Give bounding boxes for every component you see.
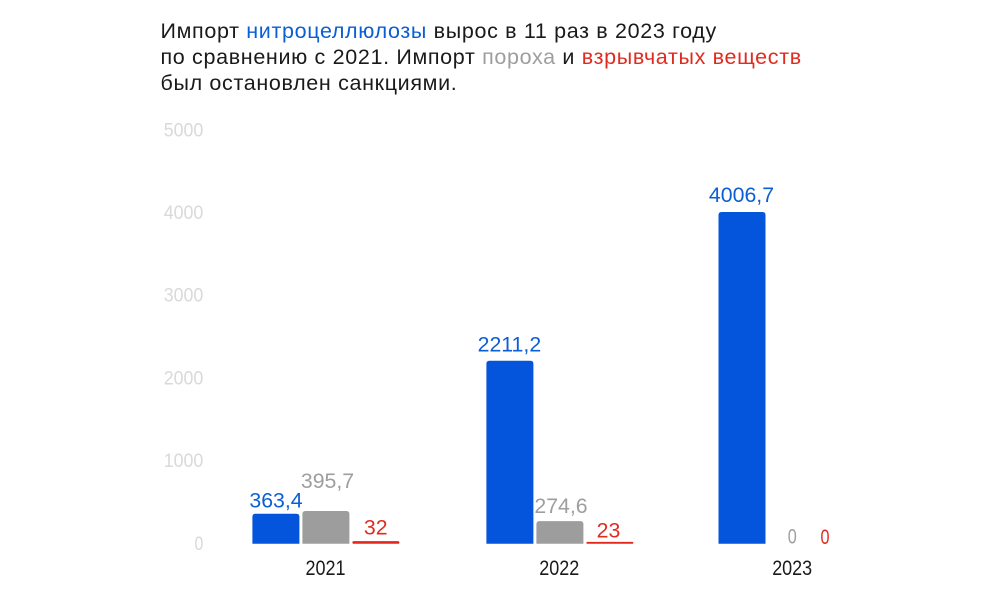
svg-text:2021: 2021 (306, 556, 346, 580)
svg-text:32: 32 (364, 516, 388, 540)
svg-text:5000: 5000 (164, 120, 204, 141)
svg-text:0: 0 (821, 525, 830, 549)
svg-text:23: 23 (597, 518, 621, 542)
svg-text:3000: 3000 (164, 286, 204, 307)
svg-text:2000: 2000 (164, 368, 204, 389)
svg-text:по сравнению с 2021. Импорт по: по сравнению с 2021. Импорт пороха и взр… (161, 45, 802, 69)
svg-text:4000: 4000 (164, 203, 204, 224)
svg-text:4006,7: 4006,7 (709, 183, 774, 207)
svg-text:1000: 1000 (164, 451, 204, 472)
svg-text:274,6: 274,6 (534, 494, 587, 518)
svg-text:0: 0 (195, 534, 204, 555)
svg-text:0: 0 (788, 525, 797, 549)
svg-text:395,7: 395,7 (301, 469, 354, 493)
svg-text:был остановлен санкциями.: был остановлен санкциями. (161, 71, 458, 95)
svg-text:363,4: 363,4 (249, 489, 302, 513)
svg-text:2211,2: 2211,2 (478, 333, 542, 357)
svg-text:2022: 2022 (539, 556, 579, 580)
svg-text:2023: 2023 (772, 556, 812, 580)
svg-text:Импорт нитроцеллюлозы вырос в: Импорт нитроцеллюлозы вырос в 11 раз в 2… (161, 19, 717, 43)
